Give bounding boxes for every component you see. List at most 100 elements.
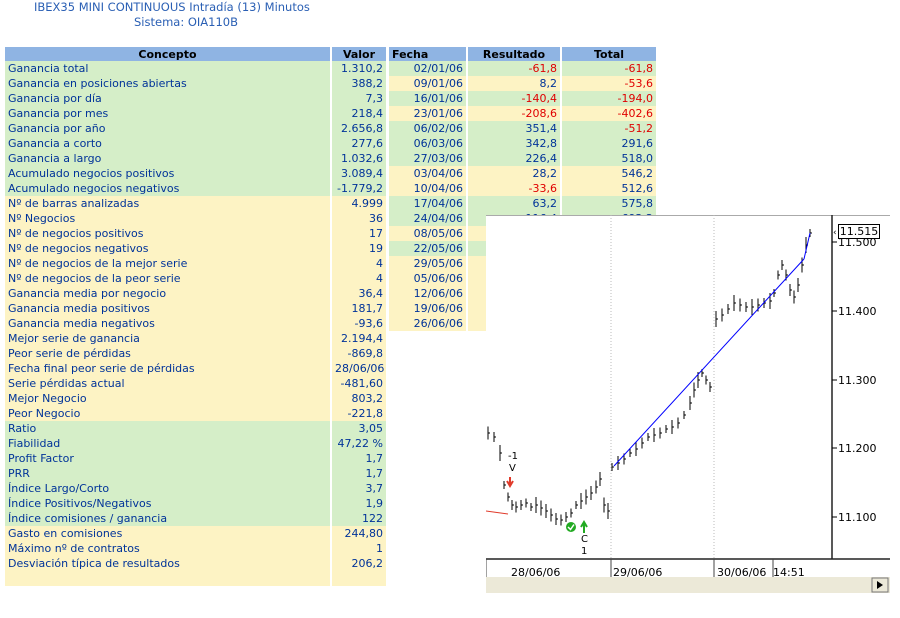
- col-header-value: Valor: [331, 47, 388, 61]
- date-cell: 29/05/06: [389, 256, 468, 271]
- summary-row: Nº de negocios positivos 17: [5, 226, 388, 241]
- value-cell: 2.656,8: [331, 121, 388, 136]
- concept-cell: Ganancia a corto: [5, 136, 332, 151]
- buy-qty-label: 1: [581, 546, 587, 557]
- concept-cell: Ganancia media negativos: [5, 316, 332, 331]
- value-cell: 36: [331, 211, 388, 226]
- summary-row: [5, 571, 388, 586]
- date-cell: 08/05/06: [389, 226, 468, 241]
- sell-arrow-icon: [506, 477, 514, 488]
- value-cell: 181,7: [331, 301, 388, 316]
- total-cell: -61,8: [561, 61, 658, 76]
- result-cell: -33,6: [467, 181, 562, 196]
- summary-row: Ganancia por año 2.656,8: [5, 121, 388, 136]
- concept-cell: Nº de barras analizadas: [5, 196, 332, 211]
- concept-cell: Índice comisiones / ganancia: [5, 511, 332, 526]
- sell-qty-label: -1: [508, 451, 518, 462]
- total-cell: -402,6: [561, 106, 658, 121]
- result-cell: 342,8: [467, 136, 562, 151]
- date-cell: 12/06/06: [389, 286, 468, 301]
- value-cell: 1,9: [331, 496, 388, 511]
- date-cell: 06/02/06: [389, 121, 468, 136]
- summary-row: Fecha final peor serie de pérdidas 28/06/…: [5, 361, 388, 376]
- value-cell: -481,60: [331, 376, 388, 391]
- date-cell: 26/06/06: [389, 316, 468, 331]
- x-tick-label: 29/06/06: [613, 566, 662, 579]
- result-cell: 8,2: [467, 76, 562, 91]
- value-cell: 277,6: [331, 136, 388, 151]
- summary-row: Máximo nº de contratos 1: [5, 541, 388, 556]
- concept-cell: Ratio: [5, 421, 332, 436]
- concept-cell: Máximo nº de contratos: [5, 541, 332, 556]
- concept-cell: Índice Largo/Corto: [5, 481, 332, 496]
- total-cell: 291,6: [561, 136, 658, 151]
- weekly-row: 03/04/06 28,2 546,2: [389, 166, 658, 181]
- red-indicator-line: [486, 510, 509, 515]
- y-axis-ticks: 11.500 11.400 11.300 11.200 11.100: [832, 236, 877, 524]
- result-cell: 226,4: [467, 151, 562, 166]
- date-cell: 03/04/06: [389, 166, 468, 181]
- weekly-row: 02/01/06 -61,8 -61,8: [389, 61, 658, 76]
- value-cell: 17: [331, 226, 388, 241]
- y-tick-label: 11.300: [838, 374, 877, 387]
- summary-row: PRR 1,7: [5, 466, 388, 481]
- check-circle-icon: [566, 522, 576, 532]
- summary-row: Nº de barras analizadas 4.999: [5, 196, 388, 211]
- concept-cell: Nº de negocios positivos: [5, 226, 332, 241]
- summary-row: Desviación típica de resultados 206,2: [5, 556, 388, 571]
- value-cell: -221,8: [331, 406, 388, 421]
- concept-cell: Peor Negocio: [5, 406, 332, 421]
- concept-cell: Mejor serie de ganancia: [5, 331, 332, 346]
- date-cell: 23/01/06: [389, 106, 468, 121]
- weekly-row: 06/03/06 342,8 291,6: [389, 136, 658, 151]
- weekly-row: 23/01/06 -208,6 -402,6: [389, 106, 658, 121]
- col-header-concept: Concepto: [5, 47, 332, 61]
- chart-lower-area: [486, 325, 890, 595]
- summary-row: Nº de negocios de la peor serie 4: [5, 271, 388, 286]
- summary-table: Concepto Valor Ganancia total 1.310,2 Gana…: [5, 47, 388, 586]
- value-cell: 206,2: [331, 556, 388, 571]
- summary-row: Ganancia en posiciones abiertas 388,2: [5, 76, 388, 91]
- system-name: Sistema: OIA110B: [134, 15, 238, 29]
- concept-cell: Mejor Negocio: [5, 391, 332, 406]
- concept-cell: Gasto en comisiones: [5, 526, 332, 541]
- date-cell: 27/03/06: [389, 151, 468, 166]
- last-price-label: 11.515: [838, 224, 880, 239]
- value-cell: 803,2: [331, 391, 388, 406]
- summary-row: Ganancia media por negocio 36,4: [5, 286, 388, 301]
- x-axis-labels: 28/06/06 29/06/06 30/06/06 14:51: [511, 566, 805, 579]
- y-tick-label: 11.500: [838, 236, 877, 249]
- buy-arrow-icon: [580, 520, 588, 533]
- total-cell: -51,2: [561, 121, 658, 136]
- value-cell: 1.310,2: [331, 61, 388, 76]
- trendline: [613, 258, 805, 467]
- summary-row: Ganancia por mes 218,4: [5, 106, 388, 121]
- summary-row: Ganancia media negativos -93,6: [5, 316, 388, 331]
- value-cell: 1,7: [331, 451, 388, 466]
- concept-cell: Nº de negocios negativos: [5, 241, 332, 256]
- summary-row: Peor serie de pérdidas -869,8: [5, 346, 388, 361]
- value-cell: 218,4: [331, 106, 388, 121]
- x-tick-label: 14:51: [773, 566, 805, 579]
- summary-row: Índice Positivos/Negativos 1,9: [5, 496, 388, 511]
- concept-cell: Ganancia a largo: [5, 151, 332, 166]
- total-cell: -194,0: [561, 91, 658, 106]
- value-cell: -93,6: [331, 316, 388, 331]
- value-cell: 36,4: [331, 286, 388, 301]
- summary-row: Ratio 3,05: [5, 421, 388, 436]
- value-cell: 19: [331, 241, 388, 256]
- result-cell: 63,2: [467, 196, 562, 211]
- value-cell: 4: [331, 256, 388, 271]
- summary-row: Gasto en comisiones 244,80: [5, 526, 388, 541]
- x-tick-label: 28/06/06: [511, 566, 560, 579]
- summary-row: Índice comisiones / ganancia 122: [5, 511, 388, 526]
- price-chart[interactable]: 11.500 11.400 11.300 11.200 11.100 28/06/06 2…: [486, 215, 896, 595]
- summary-row: Ganancia total 1.310,2: [5, 61, 388, 76]
- value-cell: 1.032,6: [331, 151, 388, 166]
- concept-cell: Desviación típica de resultados: [5, 556, 332, 571]
- horizontal-scrollbar[interactable]: [486, 577, 890, 593]
- concept-cell: Serie pérdidas actual: [5, 376, 332, 391]
- check-mark: [567, 524, 575, 531]
- date-cell: 09/01/06: [389, 76, 468, 91]
- value-cell: 3,05: [331, 421, 388, 436]
